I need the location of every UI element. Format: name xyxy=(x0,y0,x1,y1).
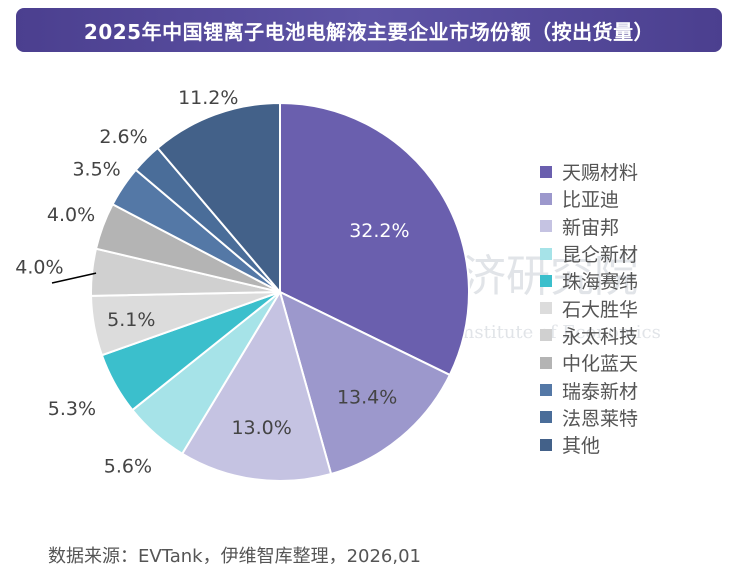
legend-item: 永太科技 xyxy=(540,322,638,349)
legend-label: 瑞泰新材 xyxy=(562,380,639,403)
legend-swatch xyxy=(540,356,552,369)
pie-slice xyxy=(156,101,281,295)
legend-swatch xyxy=(540,411,552,424)
legend-item: 珠海赛纬 xyxy=(540,267,638,294)
legend-label: 新宙邦 xyxy=(562,216,620,239)
pie-slice xyxy=(180,289,333,482)
legend-item: 比亚迪 xyxy=(540,185,638,212)
legend: 天赐材料比亚迪新宙邦昆仑新材珠海赛纬石大胜华永太科技中化蓝天瑞泰新材法恩莱特其他 xyxy=(540,158,638,458)
legend-item: 天赐材料 xyxy=(540,158,638,185)
legend-item: 昆仑新材 xyxy=(540,240,638,267)
data-label: 3.5% xyxy=(72,158,120,180)
source-note: 数据来源：EVTank，伊维智库整理，2026,01 xyxy=(48,546,421,567)
legend-label: 石大胜华 xyxy=(562,298,639,321)
legend-item: 新宙邦 xyxy=(540,213,638,240)
data-label: 32.2% xyxy=(349,220,409,242)
data-label: 11.2% xyxy=(178,87,238,109)
legend-item: 其他 xyxy=(540,431,638,458)
legend-label: 法恩莱特 xyxy=(562,407,639,430)
legend-swatch xyxy=(540,329,552,342)
chart-title: 2025年中国锂离子电池电解液主要企业市场份额（按出货量） xyxy=(16,8,722,52)
data-label: 4.0% xyxy=(15,257,63,279)
legend-label: 天赐材料 xyxy=(562,162,639,185)
pie-slice xyxy=(279,101,470,377)
legend-label: 比亚迪 xyxy=(562,189,620,212)
legend-label: 珠海赛纬 xyxy=(562,271,639,294)
legend-swatch xyxy=(540,274,552,287)
data-label: 5.6% xyxy=(104,455,152,477)
leader-line xyxy=(51,272,97,284)
legend-swatch xyxy=(540,220,552,233)
data-label: 13.4% xyxy=(337,387,397,409)
data-label: 4.0% xyxy=(47,204,95,226)
data-label: 13.0% xyxy=(231,417,291,439)
legend-label: 中化蓝天 xyxy=(562,353,639,376)
legend-item: 瑞泰新材 xyxy=(540,376,638,403)
data-label: 2.6% xyxy=(99,126,147,148)
legend-swatch xyxy=(540,384,552,397)
legend-swatch xyxy=(540,438,552,451)
data-label: 5.3% xyxy=(48,398,96,420)
legend-label: 昆仑新材 xyxy=(562,244,639,267)
legend-swatch xyxy=(540,247,552,260)
legend-swatch xyxy=(540,302,552,315)
legend-label: 其他 xyxy=(562,435,601,458)
legend-item: 石大胜华 xyxy=(540,294,638,321)
data-label: 5.1% xyxy=(107,309,155,331)
pie-slice xyxy=(278,290,452,476)
legend-swatch xyxy=(540,192,552,205)
legend-item: 中化蓝天 xyxy=(540,349,638,376)
legend-label: 永太科技 xyxy=(562,325,639,348)
legend-item: 法恩莱特 xyxy=(540,404,638,431)
legend-swatch xyxy=(540,165,552,178)
